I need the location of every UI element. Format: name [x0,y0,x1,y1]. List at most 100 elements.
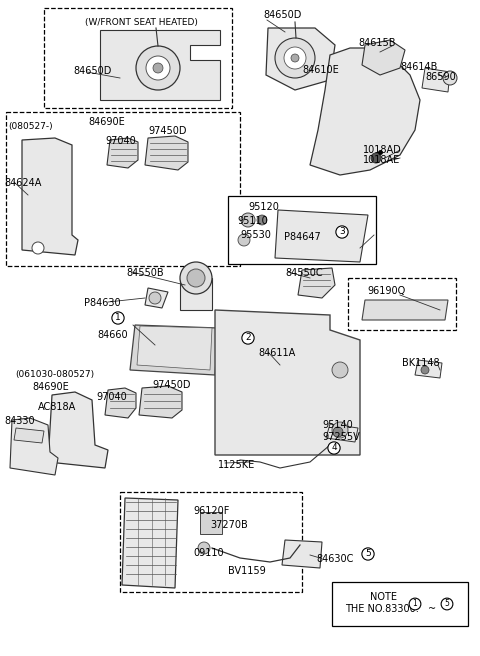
Bar [332,582,468,626]
Text: 1018AD: 1018AD [363,145,402,155]
Circle shape [146,56,170,80]
Text: 95110: 95110 [237,216,268,226]
Bar [44,8,232,108]
Circle shape [443,71,457,85]
Text: 84650D: 84650D [73,66,111,76]
Polygon shape [14,428,44,443]
Circle shape [187,269,205,287]
Polygon shape [48,392,108,468]
Text: 84630C: 84630C [316,554,353,564]
Circle shape [371,153,381,163]
Text: 1018AE: 1018AE [363,155,400,165]
Circle shape [32,242,44,254]
Polygon shape [137,326,212,370]
Text: 84550C: 84550C [285,268,323,278]
Polygon shape [10,418,58,475]
Polygon shape [362,40,405,75]
Text: 97040: 97040 [96,392,127,402]
Bar [30,175,60,213]
Polygon shape [130,325,218,375]
Text: THE NO.83300:: THE NO.83300: [345,604,419,614]
Text: 95530: 95530 [240,230,271,240]
Text: 84690E: 84690E [32,382,69,392]
Text: (061030-080527): (061030-080527) [15,370,94,379]
Polygon shape [422,68,450,92]
Text: BV1159: BV1159 [228,566,266,576]
Text: 84624A: 84624A [4,178,41,188]
Text: 84650D: 84650D [263,10,301,20]
Text: 5: 5 [444,600,449,609]
Circle shape [153,63,163,73]
Text: 84614B: 84614B [400,62,437,72]
Text: 4: 4 [331,443,337,453]
Text: 2: 2 [245,333,251,342]
Circle shape [284,47,306,69]
Polygon shape [145,136,188,170]
Polygon shape [107,138,138,168]
Text: 84610E: 84610E [302,65,339,75]
Text: AC818A: AC818A [38,402,76,412]
Text: 84690E: 84690E [88,117,125,127]
Bar [228,400,313,445]
Circle shape [421,366,429,374]
Polygon shape [310,48,420,175]
Text: 97450D: 97450D [148,126,187,136]
Text: 96120F: 96120F [193,506,229,516]
Text: 5: 5 [365,550,371,558]
Bar [58,410,86,445]
Bar [228,196,376,264]
Bar [348,278,456,330]
Text: 86590: 86590 [425,72,456,82]
Polygon shape [139,386,182,418]
Polygon shape [282,540,322,568]
Text: (080527-): (080527-) [8,122,53,131]
Text: P84630: P84630 [84,298,120,308]
Text: 1: 1 [413,600,418,609]
Bar [370,305,430,317]
Polygon shape [105,388,136,418]
Text: 95140: 95140 [322,420,353,430]
Text: 95120: 95120 [248,202,279,212]
Text: 84611A: 84611A [258,348,295,358]
Text: 97255V: 97255V [322,432,360,442]
Text: 1125KE: 1125KE [218,460,255,470]
Circle shape [136,46,180,90]
Bar [120,492,302,592]
Text: BK1148: BK1148 [402,358,440,368]
Circle shape [241,213,255,227]
Text: 3: 3 [339,228,345,237]
Text: NOTE: NOTE [370,592,397,602]
Circle shape [238,234,250,246]
Text: P84647: P84647 [284,232,321,242]
Polygon shape [145,288,168,308]
Text: 96190Q: 96190Q [367,286,405,296]
Text: 1: 1 [115,314,121,323]
Text: 84550B: 84550B [126,268,164,278]
Text: 37270B: 37270B [210,520,248,530]
Polygon shape [266,28,335,90]
Text: 84660: 84660 [97,330,128,340]
Text: ~: ~ [428,604,436,614]
Polygon shape [122,498,178,588]
Polygon shape [275,210,368,262]
Text: 84330: 84330 [4,416,35,426]
Circle shape [275,38,315,78]
Circle shape [333,427,343,437]
Bar [285,220,350,256]
Polygon shape [415,360,442,378]
Circle shape [291,54,299,62]
Polygon shape [22,138,78,255]
Text: 84615B: 84615B [358,38,396,48]
Text: (W/FRONT SEAT HEATED): (W/FRONT SEAT HEATED) [85,18,198,27]
Circle shape [332,422,348,438]
Bar [200,512,222,534]
Polygon shape [180,278,212,310]
Polygon shape [326,424,358,442]
Polygon shape [215,310,360,455]
Bar [6,112,240,266]
Text: 97450D: 97450D [152,380,191,390]
Text: 09110: 09110 [193,548,224,558]
Polygon shape [298,268,335,298]
Circle shape [149,292,161,304]
Circle shape [180,262,212,294]
